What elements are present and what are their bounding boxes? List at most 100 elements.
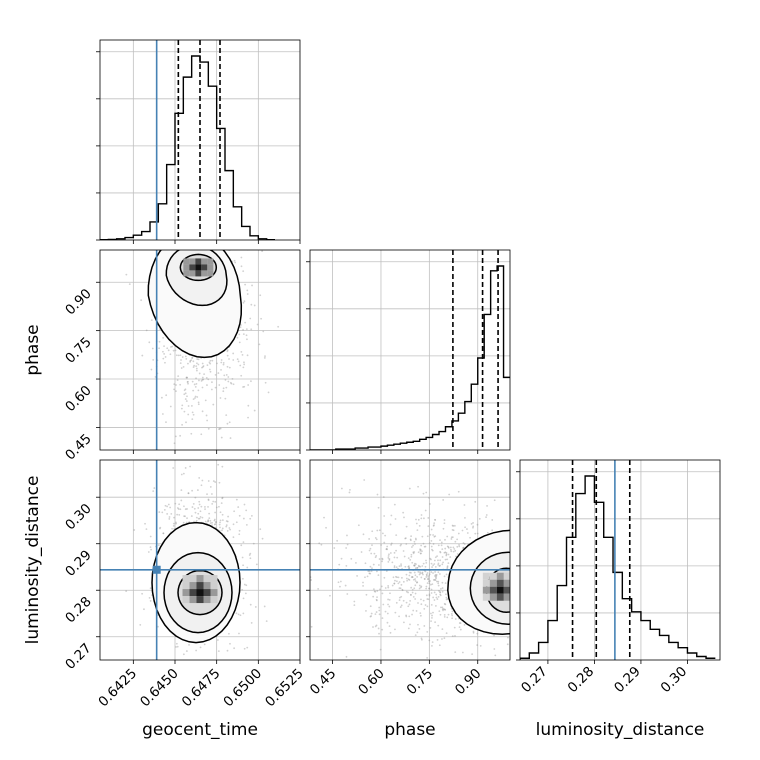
- sample-point: [445, 553, 448, 556]
- sample-point: [166, 505, 168, 508]
- sample-point: [218, 428, 220, 431]
- sample-point: [212, 480, 215, 482]
- sample-point: [209, 522, 212, 524]
- sample-point: [233, 259, 236, 262]
- sample-point: [447, 562, 450, 565]
- sample-point: [524, 528, 526, 530]
- sample-point: [169, 405, 172, 408]
- sample-point: [432, 543, 435, 545]
- sample-point: [201, 366, 203, 369]
- sample-point: [552, 584, 554, 586]
- sample-point: [226, 354, 229, 357]
- sample-point: [179, 434, 182, 437]
- sample-point: [305, 579, 307, 581]
- sample-point: [165, 394, 168, 397]
- sample-point: [375, 624, 378, 627]
- sample-point: [412, 578, 415, 581]
- sample-point: [447, 553, 450, 556]
- sample-point: [349, 489, 351, 491]
- sample-point: [522, 623, 524, 625]
- sample-point: [164, 356, 167, 358]
- sample-point: [420, 598, 422, 601]
- sample-point: [217, 650, 220, 653]
- sample-point: [182, 366, 185, 368]
- sample-point: [367, 570, 370, 573]
- sample-point: [211, 493, 213, 495]
- sample-point: [214, 511, 217, 514]
- sample-point: [427, 517, 430, 519]
- sample-point: [207, 499, 210, 502]
- sample-point: [226, 530, 229, 532]
- sample-point: [348, 491, 351, 494]
- sample-point: [394, 628, 396, 631]
- sample-point: [421, 550, 423, 553]
- sample-point: [225, 524, 228, 527]
- sample-point: [379, 648, 382, 651]
- sample-point: [516, 598, 518, 600]
- sample-point: [218, 427, 221, 430]
- sample-point: [189, 241, 191, 243]
- sample-point: [451, 528, 454, 531]
- sample-point: [386, 548, 389, 551]
- sample-point: [213, 523, 216, 526]
- sample-point: [243, 647, 246, 650]
- sample-point: [205, 414, 208, 417]
- sample-point: [174, 349, 177, 352]
- sample-point: [333, 547, 336, 549]
- sample-point: [430, 562, 433, 565]
- sample-point: [161, 511, 164, 514]
- sample-point: [158, 347, 160, 350]
- density-cell: [189, 270, 196, 277]
- sample-point: [451, 617, 454, 620]
- sample-point: [193, 364, 196, 367]
- sample-point: [377, 564, 380, 566]
- sample-point: [188, 521, 191, 523]
- sample-point: [149, 600, 152, 602]
- sample-point: [552, 581, 554, 583]
- sample-point: [310, 625, 313, 628]
- sample-point: [375, 554, 378, 557]
- sample-point: [391, 561, 394, 564]
- sample-point: [369, 572, 372, 575]
- sample-point: [437, 580, 440, 583]
- sample-point: [491, 519, 494, 521]
- sample-point: [150, 319, 153, 322]
- sample-point: [441, 628, 444, 630]
- sample-point: [176, 645, 179, 648]
- sample-point: [416, 566, 419, 569]
- sample-point: [228, 358, 230, 360]
- sample-point: [413, 571, 416, 574]
- sample-point: [386, 612, 389, 615]
- sample-point: [173, 383, 176, 386]
- sample-point: [404, 537, 407, 539]
- sample-point: [474, 532, 477, 535]
- sample-point: [323, 516, 325, 519]
- sample-point: [261, 537, 264, 540]
- sample-point: [378, 632, 380, 635]
- sample-point: [425, 587, 428, 590]
- sample-point: [420, 544, 423, 547]
- sample-point: [435, 576, 437, 579]
- sample-point: [374, 625, 377, 628]
- sample-point: [427, 525, 430, 528]
- sample-point: [221, 513, 224, 516]
- sample-point: [408, 603, 411, 606]
- sample-point: [425, 561, 428, 564]
- sample-point: [375, 611, 378, 613]
- sample-point: [214, 218, 216, 220]
- sample-point: [445, 573, 448, 576]
- sample-point: [402, 580, 405, 583]
- sample-point: [411, 591, 414, 594]
- sample-point: [516, 563, 518, 565]
- density-cell: [182, 582, 190, 590]
- sample-point: [432, 596, 435, 599]
- sample-point: [174, 435, 177, 438]
- sample-point: [249, 552, 252, 555]
- sample-point: [531, 529, 533, 531]
- sample-point: [353, 600, 356, 603]
- sample-point: [410, 535, 412, 538]
- luminosity_distance-hist-panel: [520, 460, 720, 660]
- sample-point: [555, 568, 557, 570]
- sample-point: [463, 504, 466, 506]
- sample-point: [191, 380, 194, 383]
